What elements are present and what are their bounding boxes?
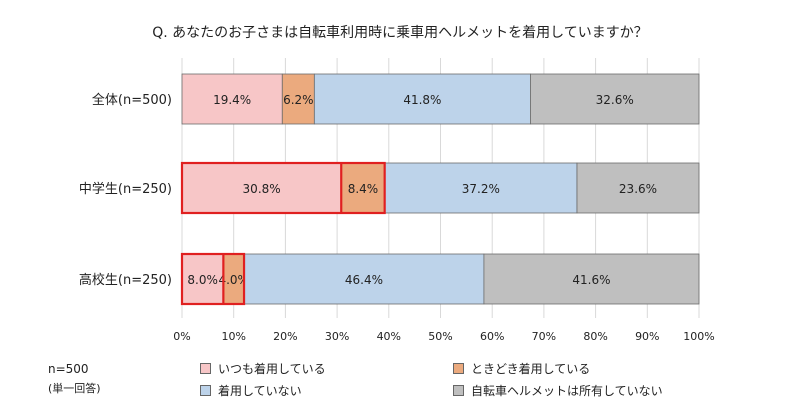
x-tick-label: 20% xyxy=(273,330,297,343)
x-tick-label: 100% xyxy=(683,330,714,343)
data-label-sometimes: 6.2% xyxy=(283,93,314,107)
legend-item-not-wearing: 着用していない xyxy=(200,382,302,399)
category-label: 中学生(n=250) xyxy=(79,181,172,197)
legend-swatch-not-wearing xyxy=(200,385,211,396)
category-label: 高校生(n=250) xyxy=(79,272,172,288)
legend-label-no-helmet: 自転車ヘルメットは所有していない xyxy=(471,384,663,398)
bar-segment-no-helmet xyxy=(576,162,700,214)
x-tick-label: 70% xyxy=(532,330,556,343)
x-tick-label: 0% xyxy=(173,330,190,343)
data-label-always: 30.8% xyxy=(243,182,281,196)
x-tick-label: 10% xyxy=(221,330,245,343)
x-tick-label: 40% xyxy=(377,330,401,343)
data-label-no-helmet: 41.6% xyxy=(572,273,610,287)
bar-segment-no-helmet xyxy=(483,253,700,305)
x-tick-label: 60% xyxy=(480,330,504,343)
data-label-not-wearing: 46.4% xyxy=(345,273,383,287)
answer-type-note: (単一回答) xyxy=(48,382,101,395)
bar-segment-not-wearing xyxy=(384,162,578,214)
bar-segment-not-wearing xyxy=(243,253,485,305)
category-label: 全体(n=500) xyxy=(92,92,172,108)
stacked-bar-chart: 0% 10% 20% 30% 40% 50% 60% 70% 80% 90% 100% 全体(n=50… xyxy=(79,58,715,343)
bar-segment-no-helmet xyxy=(530,73,700,125)
data-label-no-helmet: 32.6% xyxy=(596,93,634,107)
x-tick-label: 30% xyxy=(325,330,349,343)
x-tick-label: 90% xyxy=(635,330,659,343)
legend-swatch-sometimes xyxy=(453,363,464,374)
data-label-sometimes: 4.0% xyxy=(218,273,249,287)
data-label-sometimes: 8.4% xyxy=(348,182,379,196)
legend-label-always: いつも着用している xyxy=(218,362,326,376)
data-label-no-helmet: 23.6% xyxy=(619,182,657,196)
highlight-box xyxy=(180,252,246,306)
sample-size-note: n=500 xyxy=(48,362,89,376)
chart-title: Q. あなたのお子さまは自転車利用時に乗車用ヘルメットを着用していますか？ xyxy=(152,25,648,41)
legend-label-not-wearing: 着用していない xyxy=(218,384,302,398)
x-tick-label: 80% xyxy=(583,330,607,343)
data-label-always: 8.0% xyxy=(187,273,218,287)
legend-swatch-no-helmet xyxy=(453,385,464,396)
legend-item-no-helmet: 自転車ヘルメットは所有していない xyxy=(453,382,663,399)
bar-segment-not-wearing xyxy=(313,73,531,125)
legend-swatch-always xyxy=(200,363,211,374)
data-label-always: 19.4% xyxy=(213,93,251,107)
legend-label-sometimes: ときどき着用している xyxy=(471,362,591,376)
x-tick-label: 50% xyxy=(428,330,452,343)
data-label-not-wearing: 41.8% xyxy=(403,93,441,107)
highlight-box xyxy=(180,161,386,215)
bar-segment-always xyxy=(181,73,283,125)
legend-item-always: いつも着用している xyxy=(200,360,326,377)
bar-segment-sometimes xyxy=(281,73,315,125)
legend-item-sometimes: ときどき着用している xyxy=(453,360,590,377)
data-label-not-wearing: 37.2% xyxy=(462,182,500,196)
